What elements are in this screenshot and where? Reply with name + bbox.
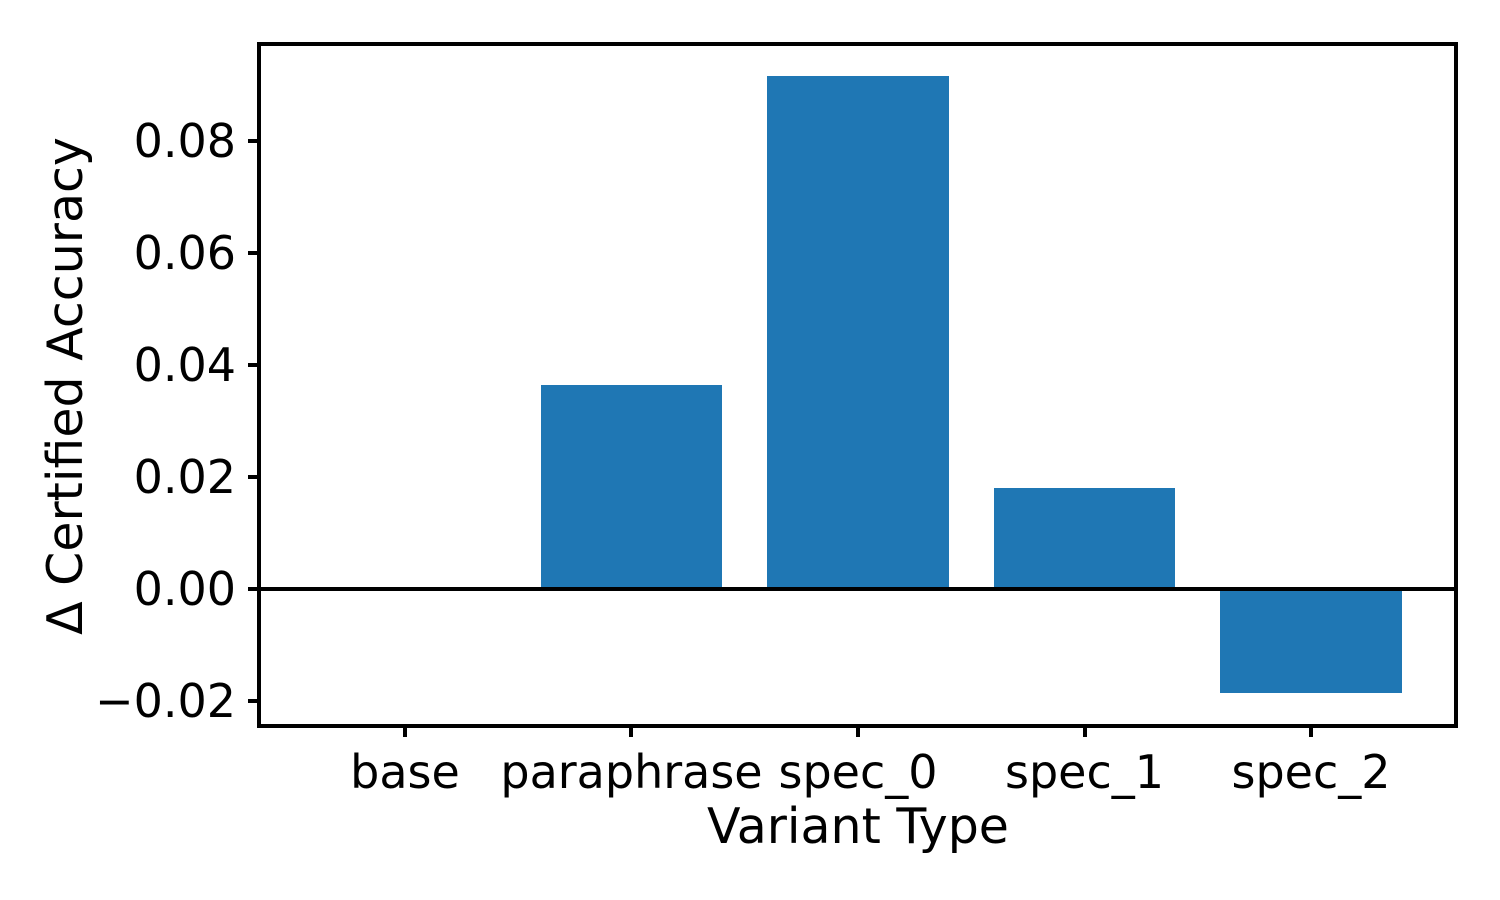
y-tick-−0.02 [248, 699, 260, 704]
zero-baseline [260, 587, 1456, 592]
y-tick-0.00 [248, 587, 260, 592]
y-tick-label-0.04: 0.04 [133, 338, 236, 393]
x-tick-base [402, 725, 407, 737]
x-tick-label-paraphrase: paraphrase [500, 745, 763, 799]
y-tick-label-0.02: 0.02 [133, 450, 236, 505]
x-axis-label: Variant Type [707, 798, 1009, 855]
x-tick-spec_0 [856, 725, 860, 737]
y-tick-0.08 [248, 139, 260, 144]
x-tick-paraphrase [629, 725, 634, 737]
y-tick-label-0.06: 0.06 [133, 226, 236, 281]
y-tick-0.06 [248, 251, 260, 256]
y-tick-0.04 [248, 363, 260, 368]
x-tick-spec_2 [1309, 725, 1314, 737]
y-tick-0.02 [248, 475, 260, 480]
x-tick-label-spec_2: spec_2 [1231, 745, 1391, 799]
y-tick-label-0.00: 0.00 [133, 562, 236, 617]
x-tick-spec_1 [1082, 725, 1087, 737]
bar-spec_2 [1220, 589, 1402, 694]
x-tick-label-spec_1: spec_1 [1004, 745, 1165, 799]
y-axis-label: Δ Certified Accuracy [37, 137, 95, 635]
y-tick-label-−0.02: −0.02 [95, 674, 236, 729]
y-tick-label-0.08: 0.08 [133, 114, 236, 169]
bar-spec_0 [767, 75, 949, 590]
x-tick-label-spec_0: spec_0 [778, 745, 938, 799]
x-tick-label-base: base [350, 745, 460, 799]
bar-paraphrase [540, 385, 723, 590]
bar-spec_1 [993, 488, 1176, 590]
